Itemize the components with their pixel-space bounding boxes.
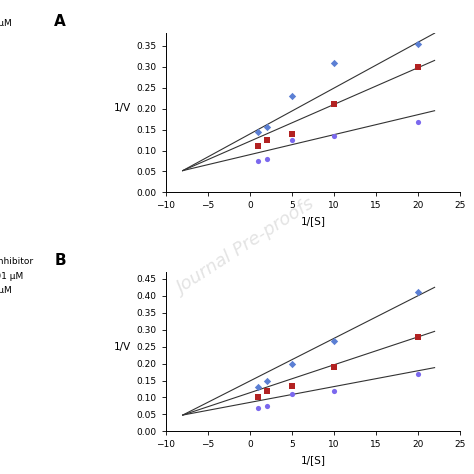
- Point: [263, 155, 271, 163]
- X-axis label: 1/[S]: 1/[S]: [301, 216, 325, 226]
- Point: [288, 390, 296, 398]
- Point: [288, 136, 296, 144]
- Text: Journal Pre-proofs: Journal Pre-proofs: [174, 195, 319, 298]
- Y-axis label: 1/V: 1/V: [114, 103, 131, 113]
- Point: [255, 404, 262, 411]
- Point: [263, 124, 271, 131]
- Point: [263, 402, 271, 410]
- Text: A: A: [54, 14, 66, 29]
- Point: [414, 333, 421, 341]
- X-axis label: 1/[S]: 1/[S]: [301, 455, 325, 465]
- Point: [288, 382, 296, 389]
- Point: [288, 130, 296, 137]
- Point: [330, 132, 337, 140]
- Point: [263, 377, 271, 385]
- Legend: no inhibitor, 0.001 μM, 0.1 μM: no inhibitor, 0.001 μM, 0.1 μM: [0, 257, 34, 295]
- Point: [255, 143, 262, 150]
- Point: [330, 387, 337, 394]
- Point: [414, 63, 421, 71]
- Point: [288, 92, 296, 100]
- Point: [255, 383, 262, 391]
- Point: [330, 363, 337, 371]
- Point: [330, 100, 337, 108]
- Point: [330, 337, 337, 344]
- Point: [255, 157, 262, 165]
- Point: [414, 40, 421, 47]
- Point: [288, 360, 296, 367]
- Text: B: B: [54, 253, 66, 268]
- Point: [414, 118, 421, 126]
- Legend: 0.1 μM: 0.1 μM: [0, 18, 12, 27]
- Point: [263, 136, 271, 144]
- Point: [263, 387, 271, 394]
- Y-axis label: 1/V: 1/V: [114, 342, 131, 352]
- Point: [255, 128, 262, 136]
- Point: [414, 289, 421, 296]
- Point: [330, 59, 337, 66]
- Point: [414, 371, 421, 378]
- Point: [255, 394, 262, 401]
